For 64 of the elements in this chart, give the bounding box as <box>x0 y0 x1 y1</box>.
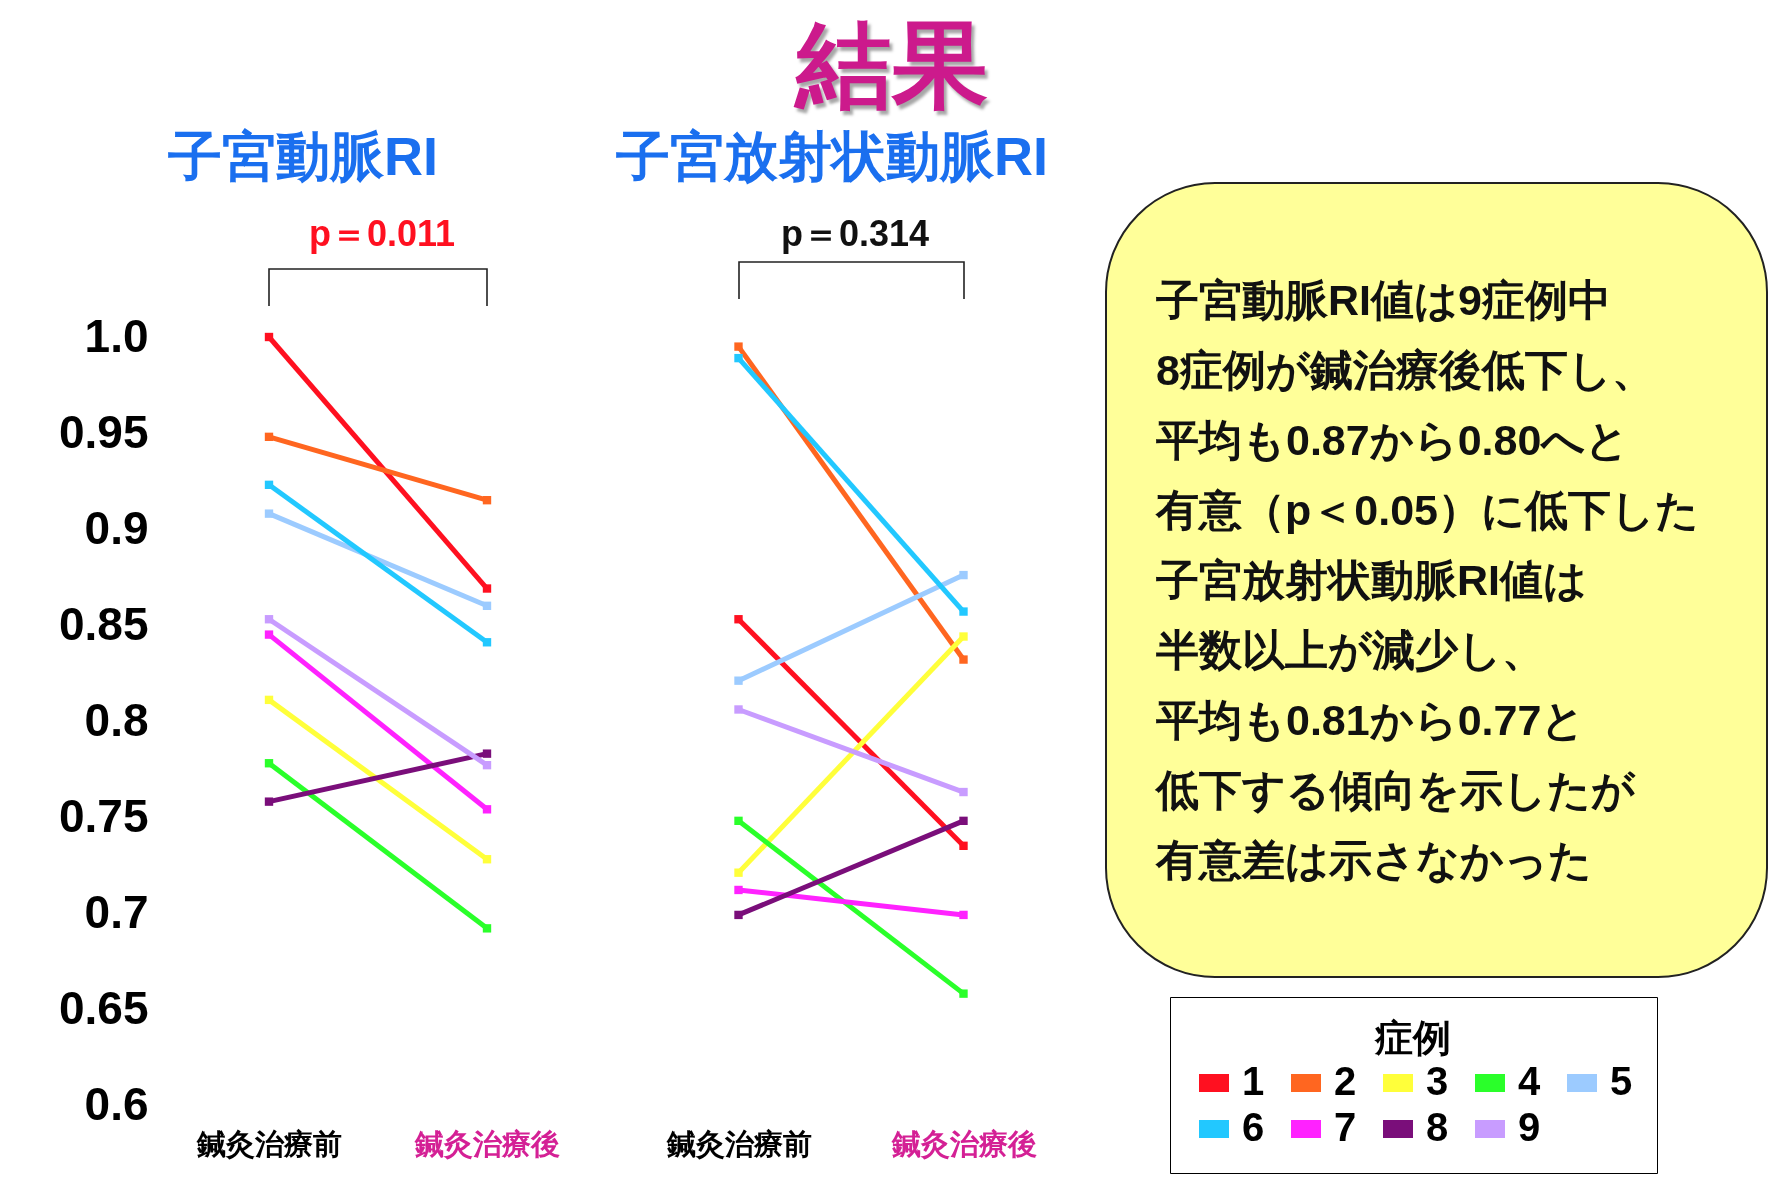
x-tick-label: 鍼灸治療前 <box>196 1127 342 1160</box>
point <box>734 705 743 714</box>
point <box>264 759 274 768</box>
point <box>959 787 968 797</box>
point <box>264 332 274 342</box>
point <box>482 760 492 770</box>
point <box>482 924 492 933</box>
y-tick-label: 0.95 <box>58 405 149 458</box>
point <box>734 910 743 920</box>
point <box>959 632 968 641</box>
point <box>959 816 968 826</box>
y-tick-label: 0.9 <box>84 501 149 554</box>
y-tick-label: 0.6 <box>84 1077 149 1130</box>
point <box>959 989 968 998</box>
point <box>482 638 492 647</box>
y-tick-label: 1.0 <box>84 309 149 362</box>
point <box>482 749 492 758</box>
x-tick-label: 鍼灸治療前 <box>665 1127 812 1160</box>
point <box>264 432 274 442</box>
point <box>482 601 492 610</box>
point <box>482 805 492 814</box>
legend-title: 症例 <box>1374 1017 1451 1059</box>
point <box>734 885 743 895</box>
y-tick-label: 0.85 <box>58 597 149 650</box>
point <box>734 868 743 877</box>
point <box>959 570 968 580</box>
point <box>264 630 274 639</box>
legend-label: 9 <box>1518 1105 1541 1149</box>
text-card: 子宮動脈RI値は9症例中 8症例が鍼治療後低下し、 平均も0.87から0.80へと 有意（p＜0.05）に低下した 子宮放射状動脈RI値は 半数以上が減少し、 平均も0.81から0.77と 低下する傾向を示したが 有意差は示さなかった <box>1105 182 1768 978</box>
point <box>482 855 492 864</box>
legend-label: 7 <box>1334 1105 1357 1149</box>
point <box>264 509 274 518</box>
legend-label: 8 <box>1426 1105 1449 1149</box>
text: p＝0.011 <box>308 213 456 254</box>
point <box>734 816 743 826</box>
point <box>959 910 968 920</box>
point <box>734 676 743 685</box>
point <box>482 496 492 505</box>
legend-label: 6 <box>1242 1105 1265 1149</box>
y-tick-label: 0.75 <box>58 789 149 842</box>
legend-label: 2 <box>1334 1059 1357 1103</box>
point <box>482 584 492 593</box>
legend-label: 3 <box>1426 1059 1449 1103</box>
point <box>959 655 968 664</box>
y-tick-label: 0.7 <box>84 885 149 938</box>
x-tick-label: 鍼灸治療後 <box>414 1127 560 1160</box>
x-tick-label: 鍼灸治療後 <box>890 1127 1037 1160</box>
point <box>959 841 968 850</box>
chart-title: 子宮放射状動脈RI <box>616 126 1048 186</box>
point <box>734 342 743 351</box>
legend-label: 4 <box>1518 1059 1541 1103</box>
point <box>734 615 743 624</box>
y-tick-label: 0.8 <box>84 693 149 746</box>
legend-label: 5 <box>1610 1059 1633 1103</box>
point <box>959 607 968 616</box>
chart-title: 子宮動脈RI <box>168 126 438 186</box>
y-tick-label: 0.65 <box>58 981 149 1034</box>
point <box>264 797 274 806</box>
point <box>734 353 743 363</box>
point <box>264 695 274 705</box>
point <box>264 480 274 490</box>
text: p＝0.314 <box>780 213 930 254</box>
point <box>264 615 274 624</box>
legend-label: 1 <box>1242 1059 1265 1103</box>
